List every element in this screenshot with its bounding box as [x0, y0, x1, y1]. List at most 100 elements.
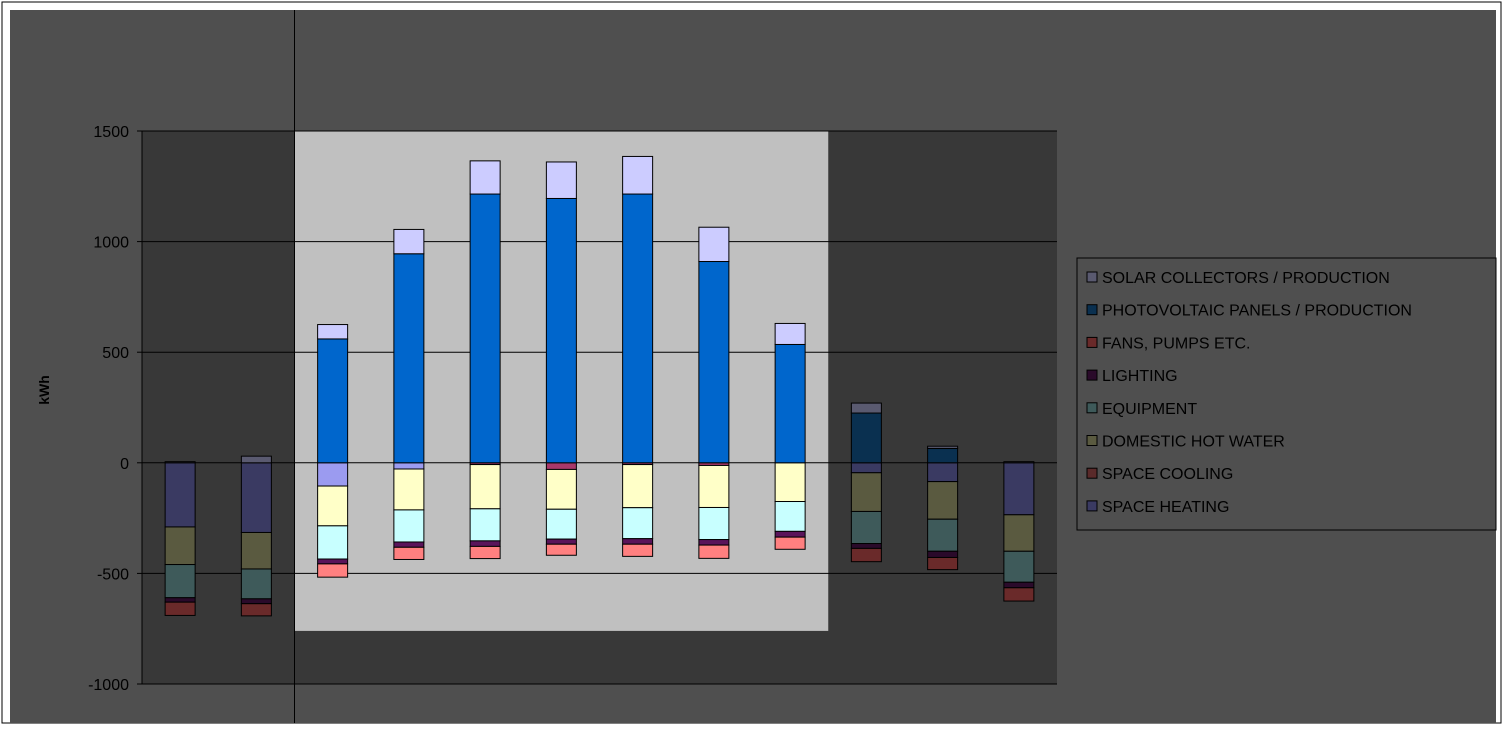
- bar-segment: [927, 445, 959, 449]
- legend-label: FANS, PUMPS ETC.: [1102, 335, 1250, 352]
- bar-segment: [317, 462, 349, 487]
- bar-segment: [469, 540, 501, 547]
- legend-swatch: [1086, 500, 1098, 512]
- bar-segment: [698, 464, 730, 508]
- bar-segment: [850, 412, 882, 464]
- y-tick-label: 500: [102, 345, 129, 362]
- bar-segment: [317, 338, 349, 464]
- bar-segment: [622, 464, 654, 509]
- legend-swatch: [1086, 336, 1098, 348]
- bar-segment: [545, 543, 577, 556]
- legend-label: DOMESTIC HOT WATER: [1102, 434, 1285, 451]
- bar-segment: [164, 461, 196, 464]
- y-axis-label: kWh: [36, 375, 52, 405]
- bar-segment: [164, 597, 196, 603]
- bar-segment: [393, 228, 425, 255]
- bar-segment: [1003, 514, 1035, 552]
- bar-segment: [393, 462, 425, 470]
- bar-segment: [850, 472, 882, 512]
- bar-segment: [240, 462, 272, 533]
- y-tick-label: -500: [97, 566, 129, 583]
- bar-segment: [545, 197, 577, 464]
- bar-segment: [393, 468, 425, 511]
- bar-segment: [774, 530, 806, 538]
- bar-segment: [240, 598, 272, 605]
- bar-segment: [1003, 462, 1035, 516]
- y-tick-label: 1000: [93, 235, 129, 252]
- bar-segment: [622, 507, 654, 540]
- bar-segment: [393, 253, 425, 464]
- bar-segment: [240, 568, 272, 600]
- bar-segment: [774, 462, 806, 503]
- bar-segment: [622, 193, 654, 464]
- bar-segment: [927, 447, 959, 464]
- bar-segment: [469, 193, 501, 464]
- bar-segment: [393, 546, 425, 560]
- bar-segment: [927, 518, 959, 552]
- legend-label: SPACE COOLING: [1102, 466, 1233, 483]
- bar-segment: [850, 547, 882, 563]
- legend: SOLAR COLLECTORS / PRODUCTION PHOTOVOLTAI…: [1076, 257, 1497, 531]
- bar-segment: [622, 543, 654, 557]
- bar-segment: [698, 261, 730, 464]
- legend-box: [1076, 257, 1497, 531]
- legend-label: SPACE HEATING: [1102, 499, 1229, 516]
- y-tick-label: -1000: [88, 677, 129, 694]
- bar-segment: [850, 402, 882, 414]
- bar-segment: [545, 508, 577, 540]
- legend-label: LIGHTING: [1102, 368, 1178, 385]
- bar-segment: [1003, 550, 1035, 583]
- bar-segment: [698, 506, 730, 541]
- legend-swatch: [1086, 369, 1098, 381]
- bar-segment: [698, 544, 730, 559]
- bar-segment: [240, 603, 272, 617]
- bar-segment: [317, 485, 349, 527]
- bar-segment: [393, 509, 425, 543]
- bar-segment: [164, 526, 196, 566]
- legend-swatch: [1086, 304, 1098, 316]
- bar-segment: [545, 468, 577, 510]
- bar-segment: [622, 538, 654, 545]
- bar-segment: [774, 501, 806, 532]
- legend-label: EQUIPMENT: [1102, 401, 1197, 418]
- legend-swatch: [1086, 435, 1098, 446]
- bar-segment: [469, 545, 501, 560]
- bar-segment: [317, 324, 349, 340]
- bar-segment: [164, 462, 196, 528]
- legend-swatch: [1086, 402, 1098, 414]
- bar-segment: [393, 541, 425, 548]
- y-axis: 1500 1000 500 0 -500 -1000: [88, 124, 143, 694]
- bar-segment: [545, 161, 577, 199]
- bar-segment: [164, 601, 196, 616]
- bar-segment: [545, 462, 577, 470]
- legend-swatch: [1086, 271, 1098, 283]
- legend-label: PHOTOVOLTAIC PANELS / PRODUCTION: [1102, 303, 1412, 320]
- bar-segment: [850, 510, 882, 545]
- bar-segment: [469, 160, 501, 195]
- bar-segment: [927, 462, 959, 483]
- bar-segment: [545, 538, 577, 545]
- bar-segment: [1003, 581, 1035, 589]
- bar-segment: [622, 155, 654, 195]
- y-tick-label: 1500: [93, 124, 129, 141]
- bar-segment: [698, 539, 730, 546]
- bar-segment: [164, 564, 196, 599]
- bar-segment: [774, 536, 806, 550]
- bar-segment: [774, 343, 806, 464]
- bar-segment: [927, 481, 959, 520]
- bar-segment: [240, 455, 272, 464]
- bar-segment: [927, 550, 959, 558]
- bar-segment: [1003, 461, 1035, 464]
- legend-swatch: [1086, 467, 1098, 479]
- y-tick-label: 0: [120, 456, 129, 473]
- bar-segment: [469, 508, 501, 542]
- bar-segment: [698, 226, 730, 263]
- bar-segment: [240, 531, 272, 570]
- bar-segment: [317, 558, 349, 565]
- legend-label: SOLAR COLLECTORS / PRODUCTION: [1102, 270, 1390, 287]
- bar-segment: [850, 462, 882, 474]
- bar-segment: [317, 563, 349, 578]
- bars-layer: [164, 155, 1035, 617]
- bar-segment: [774, 322, 806, 345]
